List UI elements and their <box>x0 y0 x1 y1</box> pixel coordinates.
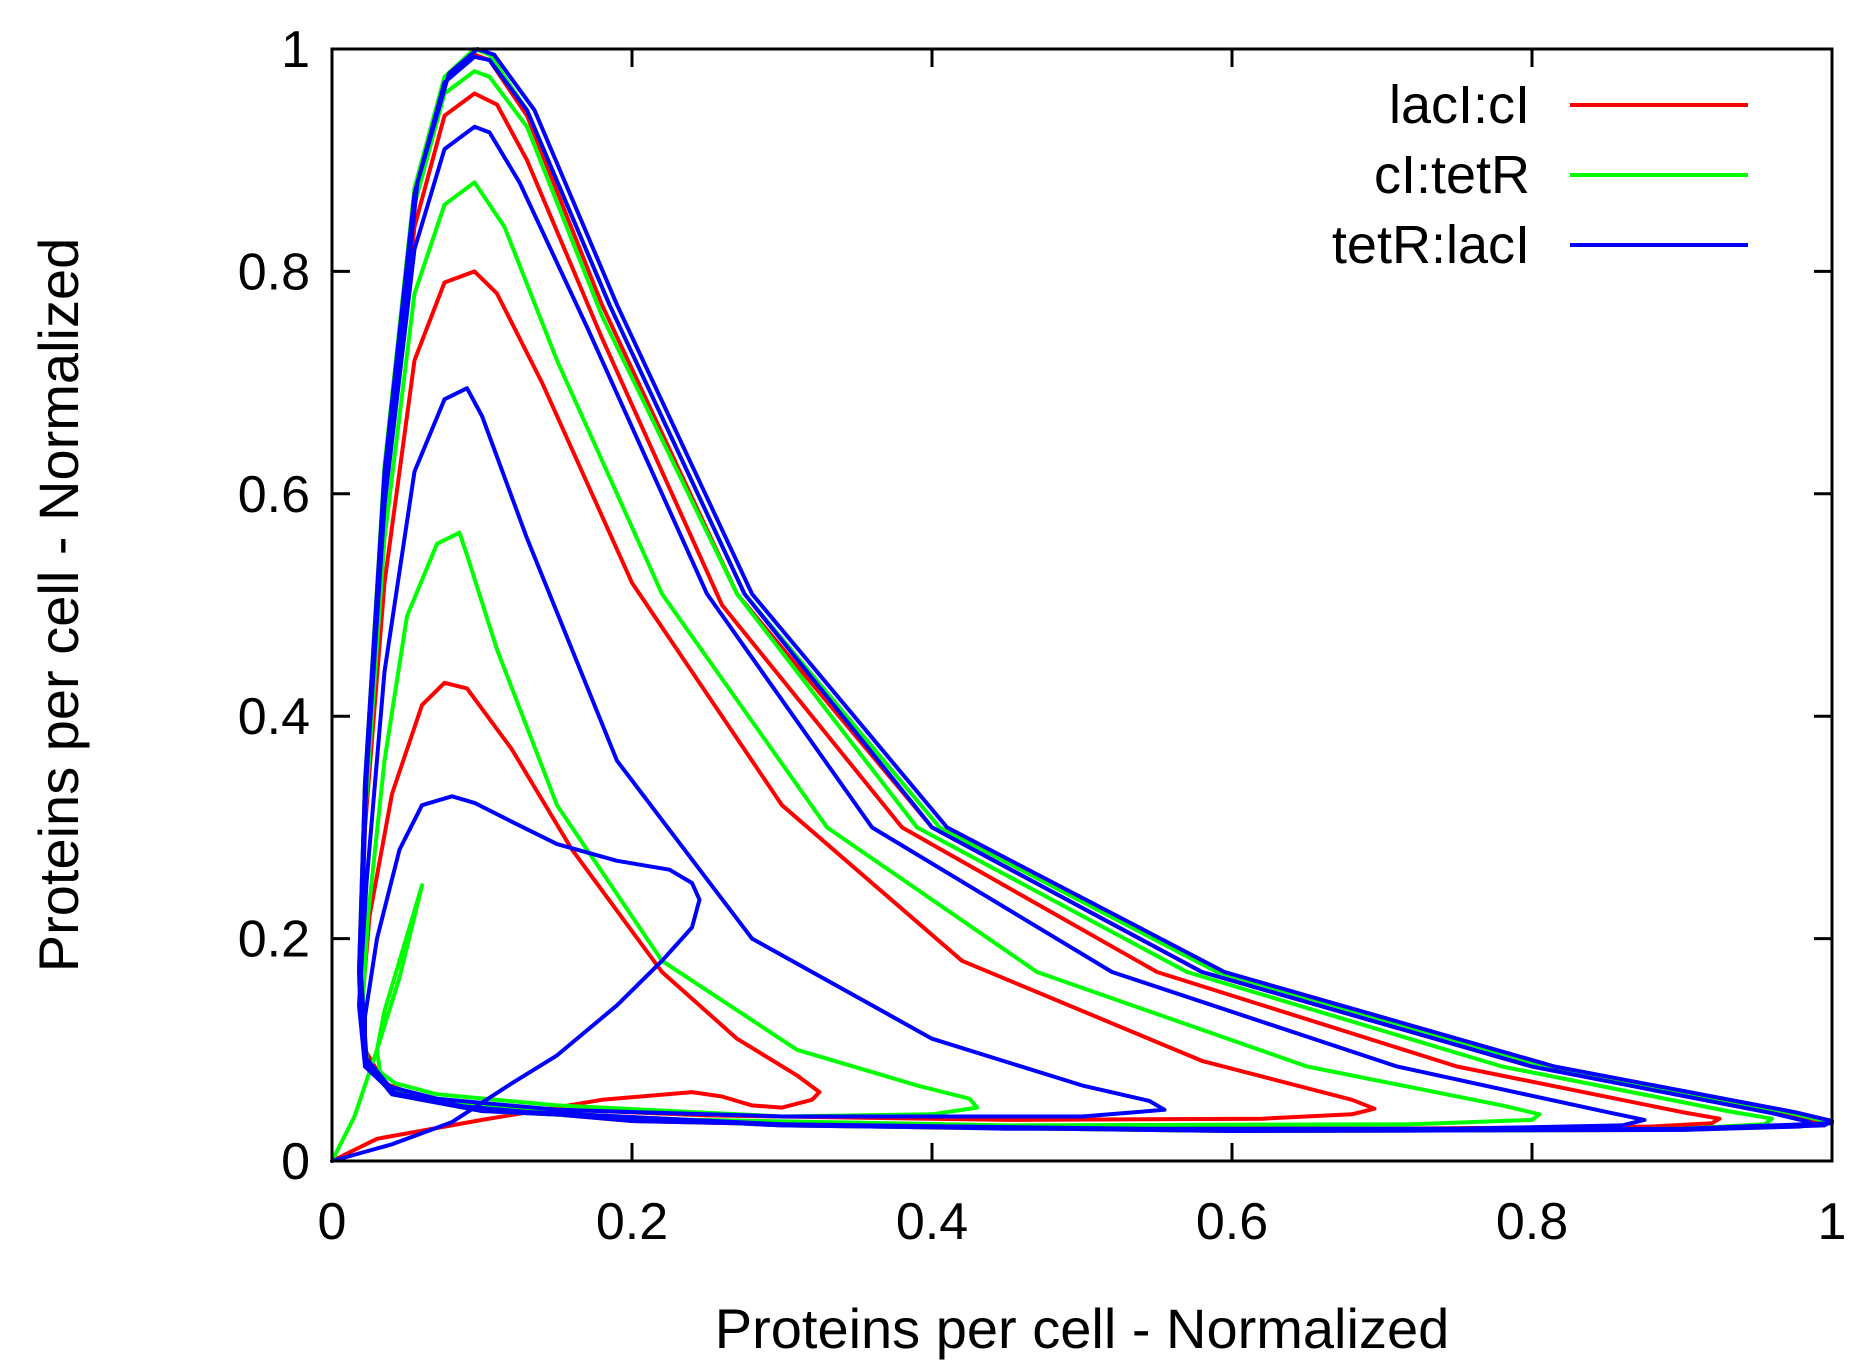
y-tick-label: 0.2 <box>238 911 310 969</box>
x-tick-label: 0.2 <box>596 1193 668 1251</box>
y-axis-title: Proteins per cell - Normalized <box>27 238 90 972</box>
x-tick-label: 0.4 <box>896 1193 968 1251</box>
y-tick-label: 0.6 <box>238 466 310 524</box>
y-tick-label: 0.4 <box>238 688 310 746</box>
legend: lacI:cI cI:tetR tetR:lacI <box>1332 75 1748 275</box>
x-tick-label: 0.6 <box>1196 1193 1268 1251</box>
y-tick-label: 0 <box>281 1133 310 1191</box>
x-tick-label: 1 <box>1818 1193 1847 1251</box>
legend-label: cI:tetR <box>1374 145 1530 205</box>
series-layer <box>330 47 1834 1163</box>
series-line-2 <box>330 47 1834 1163</box>
y-tick-labels: 0 0.2 0.4 0.6 0.8 1 <box>238 21 310 1191</box>
x-tick-label: 0 <box>318 1193 347 1251</box>
y-tick-label: 0.8 <box>238 243 310 301</box>
x-tick-labels: 0 0.2 0.4 0.6 0.8 1 <box>318 1193 1847 1251</box>
legend-label: lacI:cI <box>1389 75 1530 135</box>
plot-frame <box>330 47 1834 1163</box>
x-axis-title: Proteins per cell - Normalized <box>715 1297 1449 1360</box>
x-tick-label: 0.8 <box>1496 1193 1568 1251</box>
y-tick-label: 1 <box>281 21 310 79</box>
legend-label: tetR:lacI <box>1332 215 1530 275</box>
